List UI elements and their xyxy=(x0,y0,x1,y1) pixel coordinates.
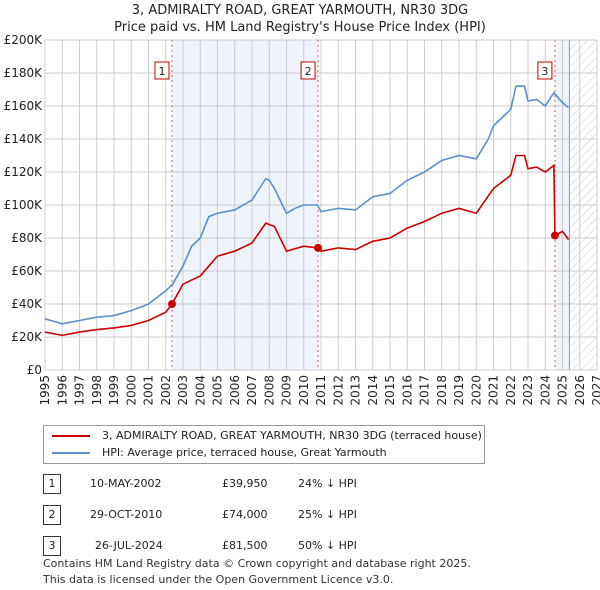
y-tick-label: £80K xyxy=(11,231,43,245)
x-tick-label: 2017 xyxy=(418,375,432,406)
x-tick-label: 1998 xyxy=(90,375,104,406)
sale-row: 1 10-MAY-2002 £39,950 24% ↓ HPI xyxy=(0,474,600,494)
sale-date: 26-JUL-2024 xyxy=(95,539,163,552)
x-tick-label: 2002 xyxy=(159,375,173,406)
sale-hpi-diff: 25% ↓ HPI xyxy=(298,508,357,521)
chart-title: 3, ADMIRALTY ROAD, GREAT YARMOUTH, NR30 … xyxy=(131,3,469,18)
x-tick-label: 2011 xyxy=(314,375,328,406)
y-tick-label: £20K xyxy=(11,330,43,344)
sale-label: 2 xyxy=(305,65,312,78)
x-tick-label: 2023 xyxy=(521,375,535,406)
sale-row: 2 29-OCT-2010 £74,000 25% ↓ HPI xyxy=(0,505,600,525)
x-tick-label: 1997 xyxy=(73,375,87,406)
footer-line-1: Contains HM Land Registry data © Crown c… xyxy=(43,557,471,570)
sale-label-box xyxy=(300,61,316,80)
x-tick-label: 2022 xyxy=(504,375,518,406)
y-tick-label: £140K xyxy=(4,132,44,146)
x-tick-label: 2025 xyxy=(556,375,570,406)
x-tick-label: 2013 xyxy=(349,375,363,406)
x-tick-label: 2004 xyxy=(193,375,207,406)
sale-hpi-diff: 24% ↓ HPI xyxy=(298,477,357,490)
x-tick-label: 2024 xyxy=(538,375,552,406)
x-tick-label: 2006 xyxy=(228,375,242,406)
y-tick-label: £0 xyxy=(27,363,42,377)
x-tick-label: 2008 xyxy=(262,375,276,406)
legend-swatch-property xyxy=(52,435,90,437)
x-tick-label: 2019 xyxy=(452,375,466,406)
x-tick-label: 2005 xyxy=(211,375,225,406)
x-tick-label: 2027 xyxy=(590,375,600,406)
y-tick-label: £40K xyxy=(11,297,43,311)
sale-point xyxy=(550,231,559,240)
y-tick-label: £120K xyxy=(4,165,44,179)
x-tick-label: 2021 xyxy=(487,375,501,406)
chart-area: 1995 1996 1997 1998 1999 2000 2001 2002 2003 2004… xyxy=(4,33,600,406)
x-tick-label: 2010 xyxy=(297,375,311,406)
property-price-line xyxy=(44,154,570,337)
y-tick-label: £100K xyxy=(4,198,44,212)
sale-row: 3 26-JUL-2024 £81,500 50% ↓ HPI xyxy=(0,536,600,556)
x-tick-label: 1996 xyxy=(55,375,69,406)
footer-line-2: This data is licensed under the Open Gov… xyxy=(43,573,394,586)
x-tick-label: 2007 xyxy=(245,375,259,406)
legend: 3, ADMIRALTY ROAD, GREAT YARMOUTH, NR30 … xyxy=(43,425,485,464)
x-tick-label: 2016 xyxy=(400,375,414,406)
sale-date: 10-MAY-2002 xyxy=(90,477,162,490)
x-tick-label: 2001 xyxy=(142,375,156,406)
sale-date: 29-OCT-2010 xyxy=(90,508,163,521)
sale-price: £81,500 xyxy=(222,539,268,552)
sale-point xyxy=(314,243,323,252)
x-tick-label: 2012 xyxy=(331,375,345,406)
x-tick-label: 2003 xyxy=(176,375,190,406)
x-tick-label: 2009 xyxy=(280,375,294,406)
legend-label-hpi: HPI: Average price, terraced house, Grea… xyxy=(102,446,387,459)
legend-label-property: 3, ADMIRALTY ROAD, GREAT YARMOUTH, NR30 … xyxy=(102,429,482,442)
x-tick-label: 1995 xyxy=(38,375,52,406)
x-tick-label: 2014 xyxy=(366,375,380,406)
y-tick-label: £160K xyxy=(4,99,44,113)
sale-label-box xyxy=(537,61,553,80)
y-tick-label: £200K xyxy=(4,33,44,47)
x-tick-label: 1999 xyxy=(107,375,121,406)
sale-label-box xyxy=(154,61,170,80)
sale-point xyxy=(167,300,176,309)
x-tick-label: 2015 xyxy=(383,375,397,406)
sale-hpi-diff: 50% ↓ HPI xyxy=(298,539,357,552)
legend-swatch-hpi xyxy=(52,452,90,454)
sale-price: £39,950 xyxy=(222,477,268,490)
y-tick-label: £60K xyxy=(11,264,43,278)
x-tick-label: 2020 xyxy=(469,375,483,406)
x-tick-label: 2018 xyxy=(435,375,449,406)
sale-number: 2 xyxy=(43,505,61,525)
x-tick-label: 2026 xyxy=(573,375,587,406)
sale-label: 1 xyxy=(158,65,165,78)
x-tick-label: 2000 xyxy=(124,375,138,406)
chart-subtitle: Price paid vs. HM Land Registry's House … xyxy=(114,20,486,35)
sale-number: 1 xyxy=(43,474,61,494)
y-tick-label: £180K xyxy=(4,66,44,80)
sale-label: 3 xyxy=(541,65,548,78)
hpi-line xyxy=(44,85,570,325)
sale-price: £74,000 xyxy=(222,508,268,521)
sale-number: 3 xyxy=(43,536,61,556)
